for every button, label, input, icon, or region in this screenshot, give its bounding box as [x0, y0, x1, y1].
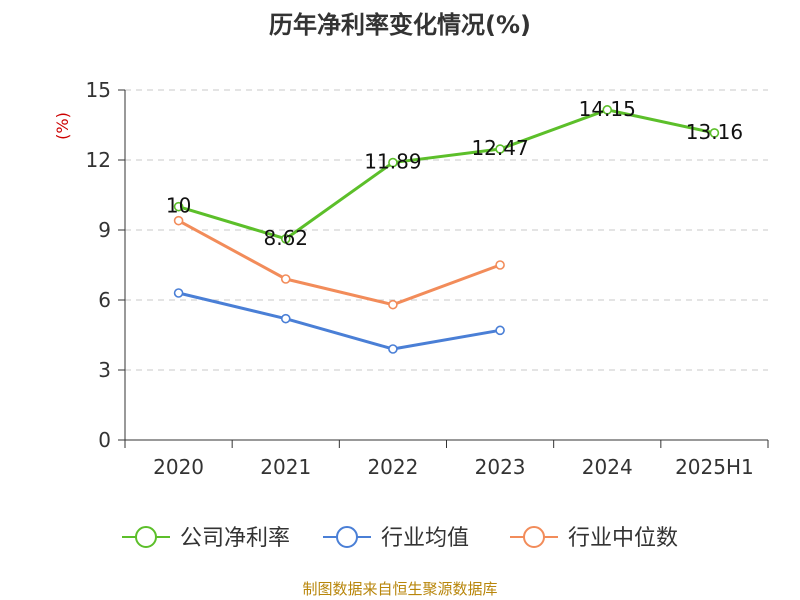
axes: 0 3 6 9 12 15 2020 2021 2022 2023 2024 2025H1: [86, 78, 769, 479]
data-point: [495, 260, 505, 270]
data-labels: 10 8.62 11.89 12.47 14.15 13.16: [166, 97, 743, 250]
data-point: [280, 313, 291, 324]
y-tick-label: 0: [98, 428, 111, 452]
data-point: [280, 234, 291, 244]
data-point: [388, 157, 398, 168]
x-tick-label: 2020: [153, 455, 204, 479]
y-tick-label: 6: [98, 288, 111, 312]
data-label: 8.62: [263, 226, 308, 250]
series-line: [178, 108, 715, 241]
data-point: [709, 128, 720, 138]
data-label: 10: [166, 194, 191, 218]
series-layer: [173, 105, 720, 354]
y-axis-label: (%): [53, 112, 72, 140]
x-tick-label: 2023: [475, 455, 526, 479]
series-line: [177, 219, 501, 307]
legend-item: 行业中位数: [510, 526, 678, 551]
data-point: [388, 344, 398, 354]
data-label: 13.16: [686, 120, 743, 144]
data-point: [280, 274, 291, 284]
y-tick-label: 9: [98, 218, 111, 242]
data-point: [495, 325, 505, 336]
data-point: [173, 201, 184, 212]
legend-item: 行业均值: [323, 526, 469, 551]
x-tick-label: 2025H1: [675, 455, 754, 479]
data-label: 14.15: [579, 97, 636, 121]
legend-marker: [523, 526, 545, 548]
legend: 公司净利率 行业均值 行业中位数: [122, 526, 678, 551]
source-note: 制图数据来自恒生聚源数据库: [302, 580, 497, 598]
x-tick-label: 2021: [260, 455, 311, 479]
legend-label: 公司净利率: [180, 526, 290, 551]
y-tick-label: 15: [86, 78, 111, 102]
data-point: [173, 215, 184, 226]
legend-item: 公司净利率: [122, 526, 290, 551]
legend-marker: [135, 526, 157, 548]
legend-label: 行业中位数: [568, 526, 678, 551]
legend-marker: [336, 526, 358, 548]
data-label: 11.89: [364, 150, 421, 174]
data-point: [602, 105, 613, 115]
data-point: [388, 299, 398, 310]
y-tick-label: 3: [98, 358, 111, 382]
grid-lines: [125, 89, 768, 371]
series-line: [178, 291, 501, 351]
data-point: [173, 288, 184, 298]
data-point: [495, 144, 505, 154]
data-label: 12.47: [471, 136, 528, 160]
x-tick-label: 2024: [582, 455, 633, 479]
y-tick-label: 12: [86, 148, 111, 172]
chart-title: 历年净利率变化情况(%): [269, 11, 531, 39]
x-tick-label: 2022: [367, 455, 418, 479]
legend-label: 行业均值: [381, 526, 469, 551]
